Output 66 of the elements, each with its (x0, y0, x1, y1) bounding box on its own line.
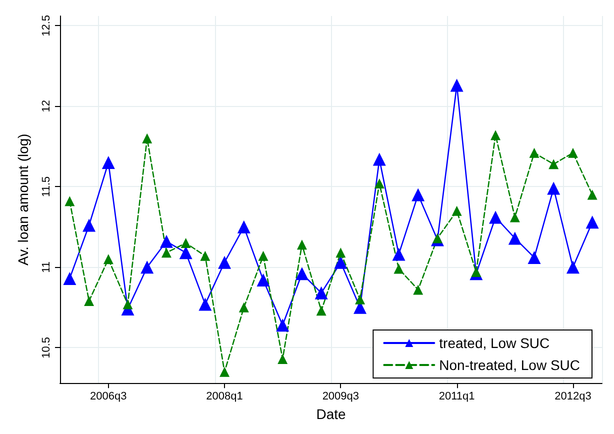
point (103, 254, 114, 264)
point (547, 182, 560, 195)
point (218, 256, 232, 269)
point (508, 232, 522, 245)
y-tick-label: 12 (40, 100, 52, 112)
y-tick-label: 10.5 (40, 336, 52, 358)
point (355, 294, 366, 304)
point (63, 272, 76, 285)
point (296, 240, 307, 250)
point (84, 296, 94, 306)
point (198, 298, 212, 311)
point (102, 156, 115, 170)
point (160, 234, 173, 248)
point (64, 196, 75, 206)
point (334, 256, 348, 269)
x-tick-label: 2006q3 (90, 390, 127, 403)
x-axis-title: Date (316, 406, 346, 422)
point (548, 159, 559, 170)
point (140, 260, 154, 274)
point (256, 274, 270, 287)
point (278, 354, 288, 364)
point (490, 130, 501, 140)
point (200, 250, 210, 261)
point (161, 248, 172, 258)
y-tick-label: 12.5 (40, 14, 52, 36)
point (295, 267, 308, 280)
point (432, 233, 442, 244)
point (566, 260, 580, 274)
x-tick-label: 2008q1 (206, 390, 243, 403)
point (489, 210, 502, 224)
x-tick-label: 2009q3 (322, 390, 360, 403)
legend-label: treated, Low SUC (439, 335, 550, 351)
x-tick-label: 2012q3 (554, 390, 592, 403)
x-tick-label: 2011q1 (438, 390, 475, 403)
point (276, 318, 290, 332)
point (374, 178, 384, 188)
point (471, 267, 482, 278)
point (122, 299, 133, 310)
y-axis-title: Av. loan amount (log) (15, 134, 31, 266)
point (450, 78, 464, 92)
point (179, 246, 192, 260)
point (510, 212, 520, 222)
point (586, 216, 599, 229)
point (394, 264, 404, 274)
point (412, 188, 425, 202)
point (568, 148, 578, 158)
point (237, 220, 250, 234)
point (528, 251, 541, 264)
point (180, 238, 191, 248)
point (452, 206, 462, 216)
point (82, 218, 96, 232)
point (413, 284, 424, 295)
y-tick-label: 11.5 (40, 176, 52, 197)
point (316, 306, 326, 316)
y-tick-label: 11 (40, 261, 52, 273)
point (220, 366, 230, 377)
point (372, 152, 386, 166)
point (142, 133, 152, 144)
point (529, 148, 540, 158)
point (587, 190, 598, 200)
legend-label: Non-treated, Low SUC (439, 357, 580, 373)
point (314, 286, 328, 300)
point (392, 248, 406, 261)
point (258, 250, 268, 261)
point (336, 248, 346, 258)
point (238, 302, 249, 312)
